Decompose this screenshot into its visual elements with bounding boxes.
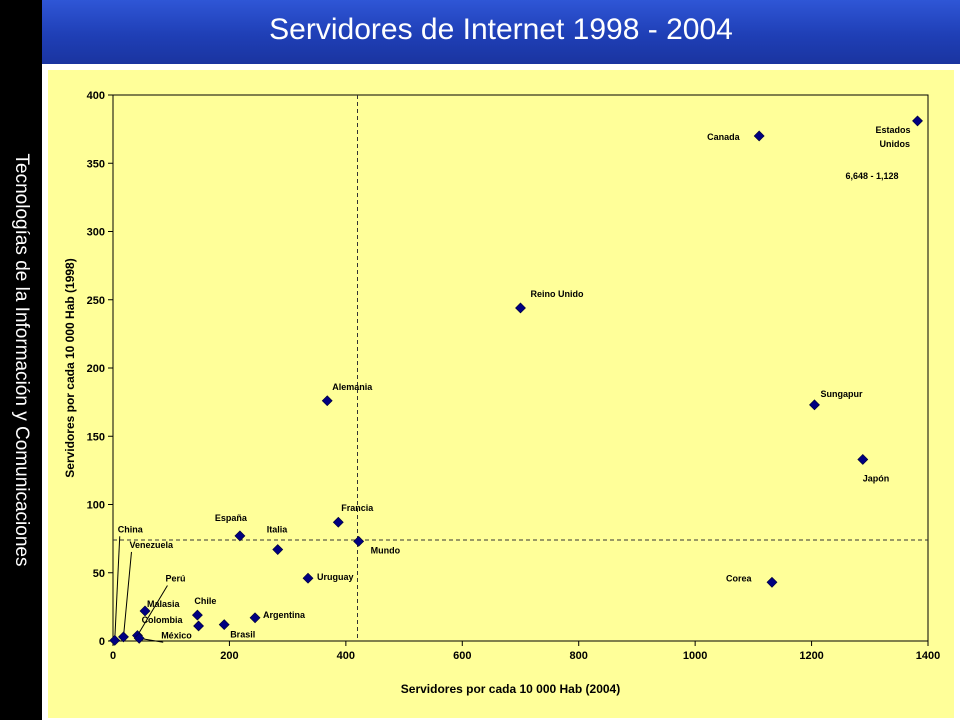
data-point-sungapur bbox=[809, 399, 820, 411]
data-point-japon bbox=[857, 454, 869, 465]
data-label-venezuela: Venezuela bbox=[129, 540, 174, 550]
data-label-reino-unido: Reino Unido bbox=[531, 289, 584, 299]
data-label-china: China bbox=[118, 524, 144, 534]
chart-background bbox=[48, 70, 954, 718]
slide-title: Servidores de Internet 1998 - 2004 bbox=[269, 13, 733, 46]
x-tick-label: 0 bbox=[110, 650, 116, 662]
data-label-alemania: Alemania bbox=[332, 382, 373, 392]
x-tick-label: 1400 bbox=[916, 650, 940, 662]
data-label-mundo: Mundo bbox=[371, 545, 401, 555]
data-point-italia bbox=[272, 544, 284, 555]
data-label-francia: Francia bbox=[341, 503, 374, 513]
x-tick-label: 1200 bbox=[799, 650, 823, 662]
data-label-mexico: México bbox=[161, 630, 192, 640]
y-tick-label: 0 bbox=[99, 636, 105, 648]
y-axis-title: Servidores por cada 10 000 Hab (1998) bbox=[63, 258, 77, 477]
x-tick-label: 200 bbox=[220, 650, 238, 662]
data-point-malasia bbox=[139, 605, 151, 617]
data-label-colombia: Colombia bbox=[142, 615, 184, 625]
pointer-line-peru bbox=[137, 585, 168, 636]
data-point-reino-unido bbox=[515, 302, 526, 314]
data-label-sungapur: Sungapur bbox=[820, 389, 862, 399]
data-point-colombia bbox=[193, 620, 204, 632]
data-point-mexico bbox=[133, 632, 145, 644]
data-point-canada bbox=[753, 130, 765, 142]
data-label-peru: Perú bbox=[165, 574, 185, 584]
data-label-malasia: Malasia bbox=[147, 599, 181, 609]
data-label-brasil: Brasil bbox=[230, 630, 255, 640]
data-point-venezuela bbox=[118, 631, 129, 643]
data-point-alemania bbox=[321, 395, 333, 407]
y-tick-label: 300 bbox=[87, 227, 105, 239]
plot-area-border bbox=[112, 94, 929, 642]
y-tick-label: 50 bbox=[93, 568, 105, 580]
data-point-mundo bbox=[353, 535, 365, 547]
x-tick-label: 600 bbox=[453, 650, 471, 662]
data-point-uruguay bbox=[302, 572, 314, 584]
x-tick-label: 400 bbox=[337, 650, 355, 662]
data-label-estados-unidos: Estados Unidos bbox=[876, 125, 911, 149]
y-tick-label: 250 bbox=[87, 295, 105, 307]
y-tick-label: 350 bbox=[87, 158, 105, 170]
data-point-corea bbox=[766, 576, 778, 588]
data-label-italia: Italia bbox=[267, 525, 289, 535]
y-tick-label: 400 bbox=[87, 90, 105, 102]
y-tick-label: 200 bbox=[87, 363, 105, 375]
data-label-espana: España bbox=[215, 513, 248, 523]
sidebar: Tecnologías de la Información y Comunica… bbox=[0, 0, 42, 720]
data-label-canada: Canada bbox=[707, 132, 741, 142]
data-label-uruguay: Uruguay bbox=[317, 572, 354, 582]
data-label-chile: Chile bbox=[194, 596, 216, 606]
y-tick-label: 150 bbox=[87, 431, 105, 443]
y-tick-label: 100 bbox=[87, 500, 105, 512]
data-point-francia bbox=[332, 516, 344, 528]
data-point-estados-unidos bbox=[912, 115, 923, 127]
data-point-brasil bbox=[218, 619, 230, 631]
data-point-espana bbox=[234, 530, 246, 542]
data-label-corea: Corea bbox=[726, 573, 753, 583]
data-label-japon: Japón bbox=[863, 473, 890, 483]
data-point-china bbox=[109, 634, 121, 646]
data-point-chile bbox=[191, 609, 203, 621]
annotation-label: 6,648 - 1,128 bbox=[846, 171, 899, 181]
data-point-argentina bbox=[249, 612, 261, 624]
x-tick-label: 800 bbox=[570, 650, 588, 662]
header-bar: Servidores de Internet 1998 - 2004 bbox=[42, 0, 960, 64]
x-tick-label: 1000 bbox=[683, 650, 707, 662]
pointer-line-venezuela bbox=[122, 551, 132, 637]
pointer-line-china bbox=[114, 536, 121, 641]
data-label-argentina: Argentina bbox=[263, 610, 306, 620]
x-axis-title: Servidores por cada 10 000 Hab (2004) bbox=[401, 682, 620, 696]
